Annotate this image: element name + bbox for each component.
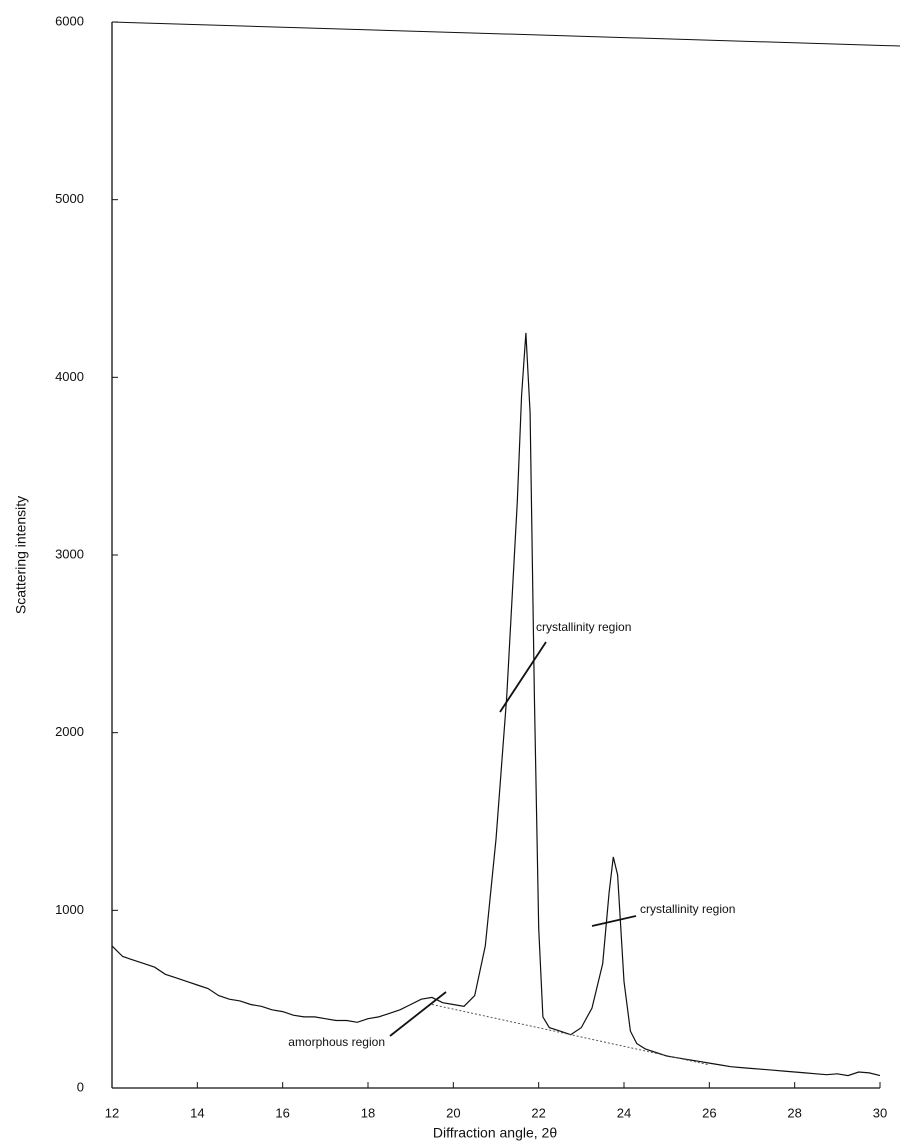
y-axis-title: Scattering intensity [13,496,29,614]
annotation: crystallinity region [536,620,631,634]
x-tick-label: 16 [275,1105,289,1120]
annotation-pointer [390,992,446,1036]
data-line [112,333,880,1076]
chart: Diffraction angle, 2θ Scattering intensi… [0,0,906,1148]
y-tick-label: 4000 [55,369,84,384]
top-frame [112,22,900,46]
y-tick-label: 5000 [55,191,84,206]
y-tick-label: 3000 [55,546,84,561]
y-tick-label: 2000 [55,724,84,739]
y-tick-label: 6000 [55,13,84,28]
annotation-pointer [500,642,546,712]
x-tick-label: 26 [702,1105,716,1120]
x-axis-title: Diffraction angle, 2θ [433,1125,557,1141]
y-tick-label: 1000 [55,902,84,917]
annotation-pointer [592,916,636,926]
page: {"chart_data": {"type": "line", "x_label… [0,0,906,1148]
annotation: amorphous region [288,1035,385,1049]
x-tick-label: 12 [105,1105,119,1120]
x-tick-label: 24 [617,1105,631,1120]
annotation: crystallinity region [640,902,735,916]
baseline [432,1005,709,1065]
x-tick-label: 20 [446,1105,460,1120]
x-tick-label: 14 [190,1105,204,1120]
y-tick-label: 0 [77,1079,84,1094]
x-tick-label: 30 [873,1105,887,1120]
x-tick-label: 22 [531,1105,545,1120]
x-tick-label: 18 [361,1105,375,1120]
x-tick-label: 28 [787,1105,801,1120]
